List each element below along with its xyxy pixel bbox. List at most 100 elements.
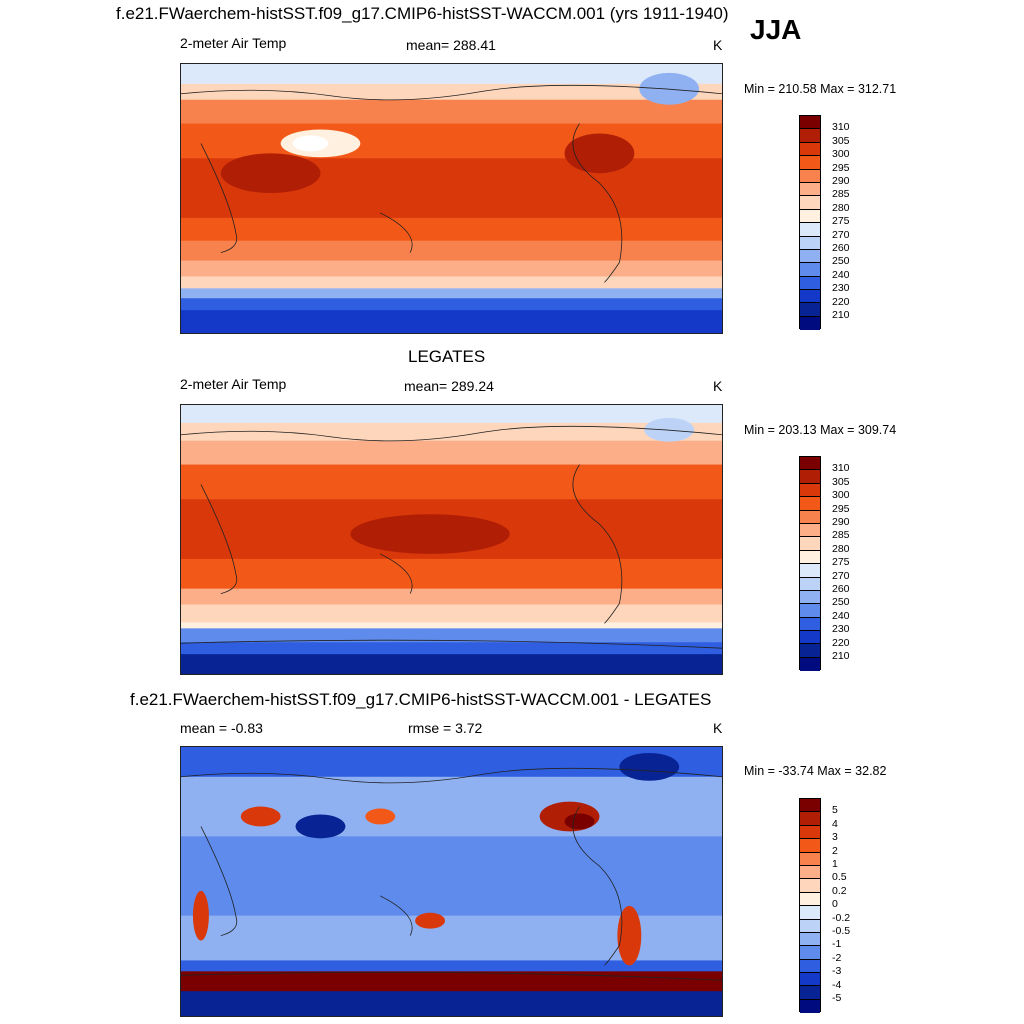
colorbar-tick-label: 270 [832,569,850,582]
colorbar-box [800,142,820,157]
colorbar-box [800,590,820,605]
colorbar-tick-label: 300 [832,489,850,502]
colorbar-tick-label: 210 [832,650,850,662]
colorbar-tick-label: 220 [832,636,850,649]
colorbar-box [800,276,820,291]
colorbar-box [800,316,820,331]
panel2-map-field [181,405,722,674]
colorbar-box [800,892,820,907]
colorbar-tick-label: -5 [832,992,842,1004]
colorbar-tick-label: 275 [832,556,850,569]
colorbar-tick-label: 260 [832,242,850,254]
colorbar-box [800,537,820,551]
colorbar-tick-label: 5 [832,804,838,817]
colorbar-tick-label: -4 [832,978,842,991]
colorbar-box [800,812,820,826]
colorbar-tick-label: 230 [832,623,850,636]
colorbar-tick-label: 305 [832,475,850,488]
colorbar-tick-label: 285 [832,529,850,542]
colorbar-tick-label: -2 [832,951,842,964]
colorbar-box [800,946,820,960]
colorbar-box [800,657,820,672]
colorbar-tick-label: 0.2 [832,884,847,897]
panel3-minmax-label: Min = -33.74 Max = 32.82 [744,764,887,778]
colorbar-box [800,483,820,498]
colorbar-tick-label: -0.5 [832,925,851,937]
colorbar-box [800,617,820,632]
colorbar-box [800,932,820,947]
colorbar-box [800,999,820,1014]
colorbar-tick-label: 240 [832,609,850,622]
colorbar-tick-label: 280 [832,542,850,555]
panel1-map [180,63,723,334]
colorbar-box [800,290,820,304]
colorbar-box [800,236,820,250]
colorbar-tick-label: 250 [832,596,850,609]
colorbar-box [800,169,820,183]
colorbar-box [800,182,820,197]
colorbar-box [800,973,820,987]
colorbar-tick-label: 285 [832,188,850,201]
colorbar-tick-label: 4 [832,817,838,830]
panel1-title: f.e21.FWaerchem-histSST.f09_g17.CMIP6-hi… [116,4,729,23]
colorbar-box [800,825,820,840]
colorbar-tick-label: 240 [832,268,850,281]
colorbar-tick-label: 290 [832,175,850,187]
colorbar-box [800,564,820,578]
colorbar-box [800,523,820,538]
colorbar-box [800,249,820,264]
colorbar-tick-label: 310 [832,121,850,134]
colorbar-tick-label: 230 [832,282,850,295]
colorbar-tick-label: 1 [832,858,838,870]
colorbar-tick-label: 2 [832,844,838,857]
colorbar-tick-label: 295 [832,161,850,174]
colorbar-box [800,799,820,813]
colorbar-box [800,631,820,645]
colorbar-box [800,129,820,143]
colorbar-tick-label: 210 [832,309,850,321]
colorbar-box [800,852,820,866]
colorbar-tick-label: 260 [832,583,850,595]
panel2-minmax-label: Min = 203.13 Max = 309.74 [744,423,897,437]
colorbar-tick-label: 295 [832,502,850,515]
panel1-colorbar [799,115,821,331]
colorbar-tick-label: 220 [832,295,850,308]
panel3-map-field [181,747,722,1016]
colorbar-tick-label: 290 [832,516,850,528]
panel2-mean-label: mean= 289.24 [404,378,494,394]
panel2-colorbar [799,456,821,672]
panel1-map-field [181,64,722,333]
panel3-rmse-label: rmse = 3.72 [408,720,483,736]
colorbar-box [800,510,820,524]
panel1-units-label: K [713,37,723,53]
colorbar-tick-label: -1 [832,938,842,951]
colorbar-box [800,906,820,920]
colorbar-tick-label: 0 [832,898,838,911]
colorbar-tick-label: 250 [832,255,850,268]
panel2-map [180,404,723,675]
panel3-mean-label: mean = -0.83 [180,720,263,736]
colorbar-box [800,470,820,484]
panel2-title: LEGATES [408,347,486,366]
colorbar-box [800,303,820,317]
colorbar-tick-label: -3 [832,965,842,978]
colorbar-tick-label: 270 [832,228,850,241]
colorbar-box [800,919,820,933]
colorbar-box [800,577,820,591]
colorbar-tick-label: 300 [832,148,850,161]
colorbar-box [800,839,820,853]
colorbar-box [800,209,820,224]
colorbar-tick-label: 305 [832,134,850,147]
colorbar-box [800,263,820,277]
colorbar-box [800,457,820,471]
panel3-units-label: K [713,720,723,736]
colorbar-box [800,644,820,658]
colorbar-box [800,116,820,130]
panel1-minmax-label: Min = 210.58 Max = 312.71 [744,82,897,96]
colorbar-box [800,879,820,893]
panel1-variable-label: 2-meter Air Temp [180,35,287,51]
colorbar-box [800,156,820,170]
colorbar-tick-label: 280 [832,201,850,214]
season-label: JJA [750,14,802,45]
colorbar-tick-label: 310 [832,462,850,475]
